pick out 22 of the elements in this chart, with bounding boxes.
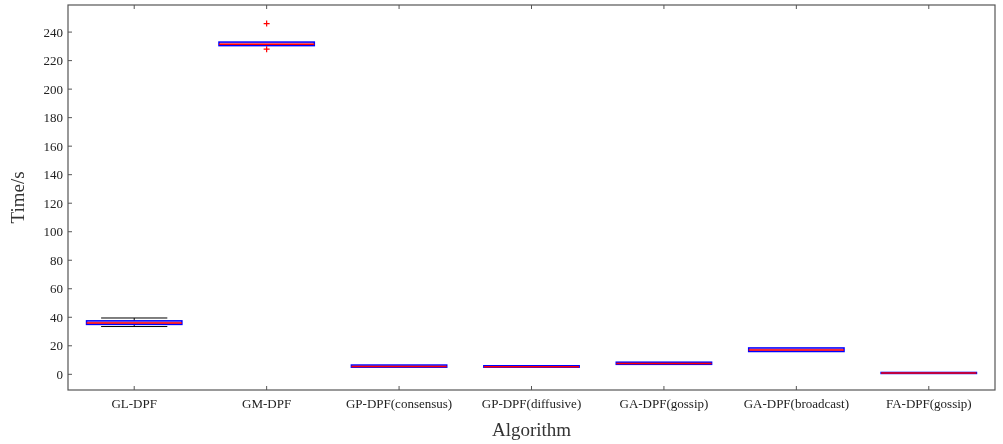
x-tick-label: GM-DPF [242, 396, 292, 411]
y-tick-label: 160 [43, 138, 63, 154]
x-tick-label: GP-DPF(consensus) [345, 396, 453, 411]
y-tick-label: 20 [50, 338, 63, 354]
y-tick-label: 0 [56, 366, 63, 382]
x-tick-label: FA-DPF(gossip) [885, 396, 972, 411]
y-tick-label: 60 [50, 281, 63, 297]
x-tick-label: GP-DPF(diffusive) [481, 396, 582, 411]
x-axis-title: Algorithm [491, 419, 572, 440]
x-tick-label: GA-DPF(broadcast) [743, 396, 850, 411]
y-axis-title: Time/s [7, 171, 28, 224]
y-tick-label: 140 [43, 167, 63, 183]
y-tick-label: 100 [43, 224, 63, 240]
y-tick-label: 80 [50, 252, 63, 268]
x-tick-label: GL-DPF [111, 396, 157, 411]
y-tick-label: 180 [43, 110, 63, 126]
y-tick-label: 200 [43, 81, 63, 97]
y-tick-label: 240 [43, 24, 63, 40]
y-tick-label: 120 [43, 195, 63, 211]
y-tick-label: 40 [50, 309, 63, 325]
y-tick-label: 220 [43, 53, 63, 69]
x-tick-label: GA-DPF(gossip) [619, 396, 709, 411]
